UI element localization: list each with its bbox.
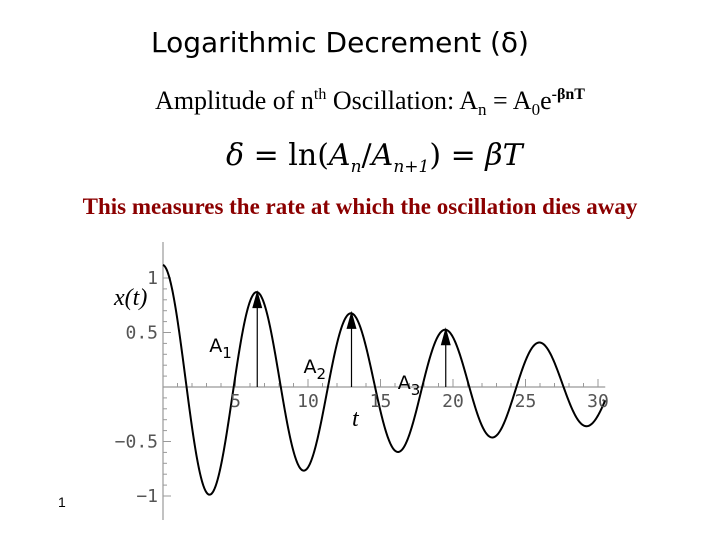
amplitude-label-sub: 2 xyxy=(317,365,327,383)
subscript-n: n xyxy=(478,100,487,119)
x-tick-label: 5 xyxy=(230,391,241,412)
damped-curve-line xyxy=(162,264,607,496)
formula-delta: δ xyxy=(226,138,245,173)
x-tick-label: 15 xyxy=(370,391,392,412)
amplitude-definition: Amplitude of nth Oscillation: An = A0e-β… xyxy=(0,86,720,120)
amplitude-label-sub: 1 xyxy=(222,344,232,362)
exponent: -βnT xyxy=(551,86,585,103)
formula-eq1: = ln( xyxy=(244,138,329,173)
tick-labels: 5 10 15 20 25 30 1 0.5 −0.5 −1 x(t) t xyxy=(113,268,609,507)
decrement-formula: δ = ln(An/An+1) = βT xyxy=(226,138,523,177)
formula-An1: A xyxy=(371,138,394,173)
formula-sub-n: n xyxy=(350,157,362,177)
x-tick-label: 20 xyxy=(442,391,464,412)
y-tick-label: −1 xyxy=(136,486,158,507)
amplitude-mid: Oscillation: A xyxy=(326,86,479,115)
x-axis-label: t xyxy=(352,406,360,432)
curve-layer xyxy=(162,264,607,496)
formula-An: A xyxy=(328,138,351,173)
amplitude-label: A3 xyxy=(398,372,421,399)
amplitude-arrow-head xyxy=(346,310,357,329)
measure-statement: This measures the rate at which the osci… xyxy=(82,194,638,219)
formula-beta-t: βT xyxy=(485,138,523,173)
amplitude-prefix: Amplitude of n xyxy=(155,86,314,115)
slide-title: Logarithmic Decrement (δ) xyxy=(151,26,529,59)
x-tick-label: 30 xyxy=(587,391,609,412)
formula-sub-n1: n+1 xyxy=(393,157,430,177)
amplitude-annotations: A1 A2 A3 xyxy=(209,290,451,399)
x-tick-label: 10 xyxy=(297,391,319,412)
y-tick-label: 0.5 xyxy=(125,323,158,344)
amplitude-arrow-head xyxy=(440,327,451,346)
formula-eq2: ) = xyxy=(429,138,486,173)
amplitude-label-sub: 3 xyxy=(411,381,421,399)
th-superscript: th xyxy=(313,86,327,103)
formula-slash: / xyxy=(361,138,372,173)
y-axis-label: x(t) xyxy=(113,285,147,311)
axes xyxy=(162,242,606,520)
subscript-0: 0 xyxy=(531,100,541,119)
amplitude-arrow-head xyxy=(252,290,263,309)
y-tick-label: 1 xyxy=(147,268,158,289)
amplitude-equals: = A xyxy=(486,86,532,115)
amplitude-label: A1 xyxy=(209,335,232,362)
exponential-e: e xyxy=(540,86,552,115)
x-tick-label: 25 xyxy=(515,391,537,412)
page-number: 1 xyxy=(58,494,66,510)
y-tick-label: −0.5 xyxy=(115,432,158,453)
amplitude-label: A2 xyxy=(304,356,327,383)
